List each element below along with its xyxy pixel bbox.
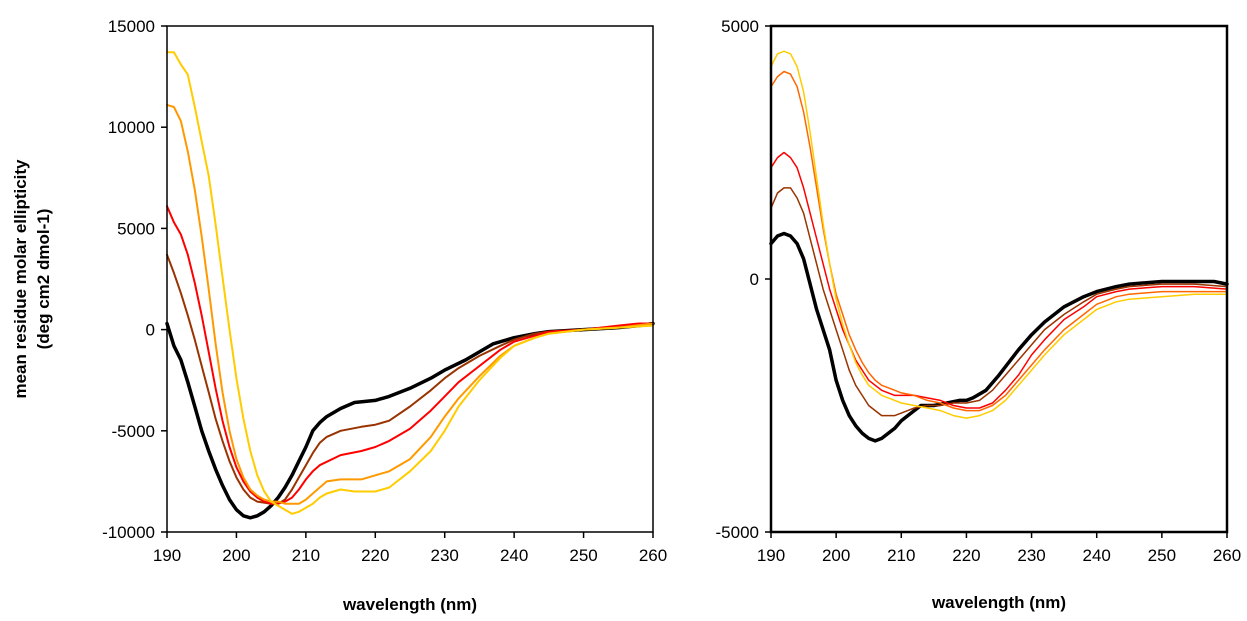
left-y-ticks: -10000 -5000 0 5000 10000 15000	[102, 17, 167, 542]
left-y-tick-label: 5000	[117, 219, 155, 238]
left-x-tick-label: 240	[500, 546, 528, 565]
right-y-tick-label: -5000	[716, 523, 759, 542]
left-x-tick-label: 210	[292, 546, 320, 565]
left-y-tick-label: -10000	[102, 523, 155, 542]
right-y-ticks: -5000 0 5000	[716, 17, 771, 542]
left-y-axis-title-line1: mean residue molar ellipticity	[11, 159, 30, 399]
left-plot-area	[166, 25, 654, 533]
right-x-ticks: 190 200 210 220 230 240 250 260	[757, 532, 1241, 565]
left-series-line-4	[166, 103, 654, 505]
left-series-line-3	[166, 205, 654, 505]
left-series-group	[165, 51, 655, 520]
left-x-tick-label: 250	[569, 546, 597, 565]
left-y-axis-title-line2: (deg cm2 dmol-1)	[34, 209, 53, 350]
left-y-tick-label: 10000	[108, 118, 155, 137]
left-x-tick-label: 200	[222, 546, 250, 565]
right-x-tick-label: 240	[1083, 546, 1111, 565]
right-chart-panel: -5000 0 5000 190 200 210 220 230 240 250 260 wave…	[716, 17, 1242, 612]
right-x-tick-label: 200	[822, 546, 850, 565]
right-x-tick-label: 260	[1213, 546, 1241, 565]
left-y-tick-label: 15000	[108, 17, 155, 36]
left-x-tick-label: 220	[361, 546, 389, 565]
left-x-tick-label: 260	[639, 546, 667, 565]
left-y-tick-label: 0	[146, 321, 155, 340]
right-series-group	[769, 50, 1229, 443]
right-x-tick-label: 220	[952, 546, 980, 565]
left-x-ticks: 190 200 210 220 230 240 250 260	[153, 532, 667, 565]
right-series-line-1	[769, 231, 1229, 443]
left-series-line-2	[166, 253, 654, 505]
right-plot-area	[769, 24, 1229, 534]
left-series-line-1	[165, 321, 655, 520]
right-x-tick-label: 190	[757, 546, 785, 565]
left-series-line-5	[166, 51, 654, 515]
left-y-tick-label: -5000	[112, 422, 155, 441]
right-x-tick-label: 250	[1148, 546, 1176, 565]
right-y-tick-label: 5000	[721, 17, 759, 36]
right-series-line-2	[770, 187, 1228, 417]
right-series-line-4	[770, 70, 1228, 412]
left-x-tick-label: 230	[431, 546, 459, 565]
right-series-line-5	[770, 50, 1228, 419]
right-series-line-3	[770, 151, 1228, 409]
left-x-axis-title: wavelength (nm)	[342, 595, 477, 614]
right-y-tick-label: 0	[750, 270, 759, 289]
right-x-tick-label: 210	[887, 546, 915, 565]
left-x-tick-label: 190	[153, 546, 181, 565]
left-chart-panel: -10000 -5000 0 5000 10000 15000 190 200 210 220 2…	[11, 17, 667, 614]
right-x-axis-title: wavelength (nm)	[931, 593, 1066, 612]
right-x-tick-label: 230	[1017, 546, 1045, 565]
